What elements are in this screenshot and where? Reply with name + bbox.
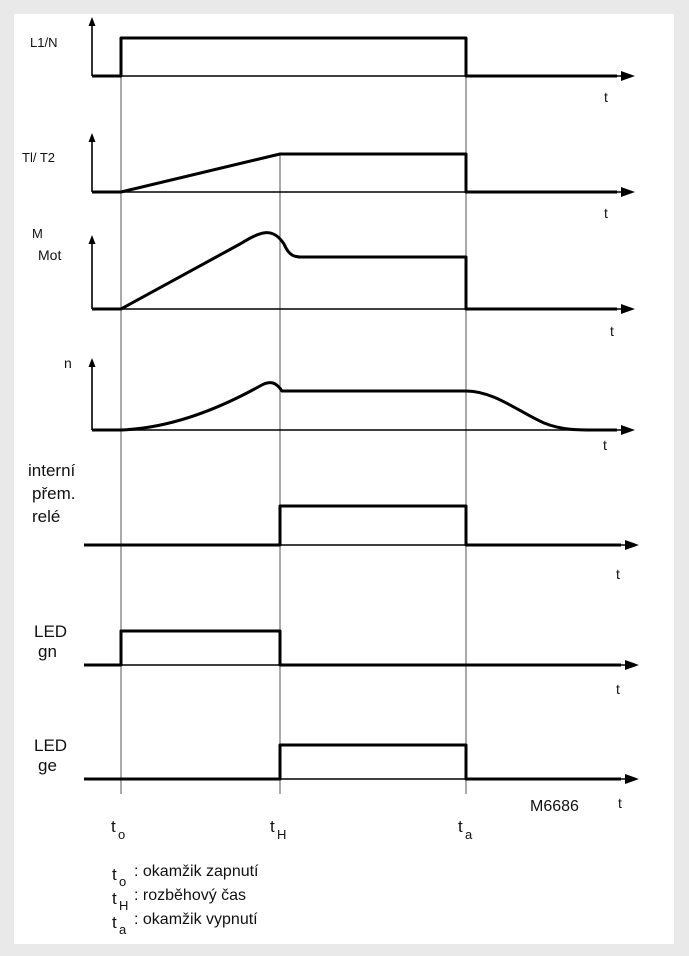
l1n-label: L1/N (30, 35, 57, 50)
signal-l1n: L1/N t (30, 17, 635, 105)
relay-x-arrow-icon (625, 540, 639, 550)
led-gn-x-arrow-icon (625, 660, 639, 670)
tH-marker-sub: H (277, 827, 286, 842)
legend-item-t0: t o : okamžik zapnutí (112, 863, 259, 889)
led-ge-time-label: t (618, 795, 622, 811)
signal-t1t2: Tl/ T2 t (22, 133, 635, 221)
legend-tH-text: : rozběhový čas (134, 887, 246, 904)
t1t2-waveform (92, 152, 617, 194)
signal-mmot: M Mot t (32, 226, 635, 339)
n-waveform (92, 381, 618, 432)
t1t2-x-arrow-icon (621, 187, 635, 197)
l1n-y-arrow-icon (88, 17, 96, 26)
legend: t o : okamžik zapnutí t H : rozběhový ča… (112, 863, 259, 937)
legend-ta-sub: a (119, 922, 127, 937)
ta-marker-base: t (458, 817, 463, 836)
mmot-label-sub: Mot (38, 247, 61, 263)
l1n-time-label: t (604, 89, 608, 105)
led-gn-label-line-2: gn (38, 642, 57, 661)
legend-item-tH: t H : rozběhový čas (112, 887, 246, 913)
legend-t0-sub: o (119, 874, 126, 889)
led-gn-time-label: t (616, 681, 620, 697)
t1t2-label: Tl/ T2 (22, 150, 55, 165)
timing-diagram: L1/N t Tl/ T2 t M Mot t n t (22, 17, 639, 937)
mmot-time-label: t (610, 323, 614, 339)
led-gn-waveform (84, 629, 621, 667)
t1t2-y-arrow-icon (88, 133, 96, 142)
legend-t0-text: : okamžik zapnutí (134, 863, 259, 880)
n-time-label: t (603, 437, 607, 453)
legend-tH-base: t (112, 889, 117, 908)
led-ge-label-line-1: LED (34, 736, 67, 755)
legend-t0-base: t (112, 865, 117, 884)
legend-tH-sub: H (119, 898, 128, 913)
led-ge-label-line-2: ge (38, 756, 57, 775)
t0-marker-sub: o (118, 827, 125, 842)
n-label: n (64, 355, 72, 371)
diagram-frame: L1/N t Tl/ T2 t M Mot t n t (14, 14, 674, 944)
relay-time-label: t (616, 566, 620, 582)
mmot-y-arrow-icon (88, 235, 96, 244)
t0-marker-base: t (111, 817, 116, 836)
relay-waveform (84, 504, 621, 547)
signal-led-ge: LED ge (34, 736, 639, 784)
led-ge-x-arrow-icon (625, 774, 639, 784)
legend-ta-base: t (112, 913, 117, 932)
relay-label-line-2: přem. (32, 484, 75, 503)
time-marker-t0: t o (111, 817, 125, 842)
time-marker-tH: t H (270, 817, 286, 842)
signal-led-gn: LED gn t (34, 622, 639, 697)
relay-label-line-1: interní (28, 461, 76, 480)
relay-label-line-3: relé (32, 507, 60, 526)
legend-ta-text: : okamžik vypnutí (134, 911, 258, 928)
mmot-waveform (92, 231, 617, 311)
t1t2-time-label: t (604, 205, 608, 221)
mmot-x-arrow-icon (621, 304, 635, 314)
time-marker-ta: t a (458, 817, 473, 842)
n-y-arrow-icon (88, 358, 96, 367)
legend-item-ta: t a : okamžik vypnutí (112, 911, 258, 937)
led-ge-waveform (84, 743, 621, 781)
mmot-label-main: M (32, 226, 43, 241)
tH-marker-base: t (270, 817, 275, 836)
signal-n: n t (64, 355, 635, 453)
n-x-arrow-icon (621, 425, 635, 435)
l1n-x-arrow-icon (621, 71, 635, 81)
signal-relay: interní přem. relé t (28, 461, 639, 582)
led-gn-label-line-1: LED (34, 622, 67, 641)
ta-marker-sub: a (465, 827, 473, 842)
figure-code: M6686 (530, 798, 579, 815)
l1n-waveform (92, 36, 617, 78)
